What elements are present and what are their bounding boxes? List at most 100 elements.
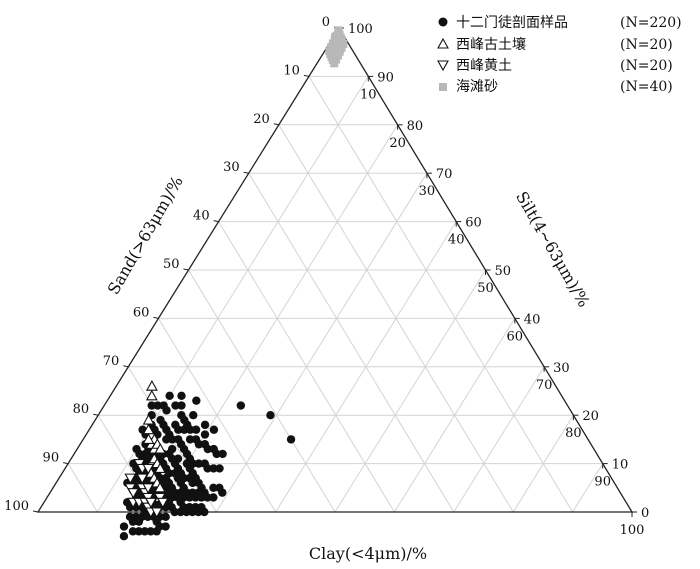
- legend-label: 海滩砂: [456, 79, 498, 95]
- legend-label: 西峰古土壤: [456, 36, 526, 53]
- clay-tick-label: 80: [565, 426, 582, 441]
- data-point: [127, 488, 140, 499]
- legend-label: 十二门徒剖面样品: [456, 15, 568, 31]
- data-point: [142, 433, 155, 444]
- sand-tick-mark: [303, 74, 309, 77]
- data-point: [146, 527, 155, 536]
- data-point: [156, 415, 165, 425]
- data-point: [141, 449, 150, 459]
- data-point: [191, 502, 200, 512]
- grid-line-clay: [512, 414, 574, 513]
- data-point: [161, 512, 170, 522]
- sand-tick-mark: [123, 365, 129, 368]
- clay-tick-label: 20: [389, 136, 406, 151]
- silt-tick-label: 70: [436, 167, 453, 182]
- data-point: [177, 391, 186, 401]
- legend-marker-triangle-down-open: [437, 60, 449, 72]
- data-point: [119, 532, 129, 541]
- data-point: [189, 411, 198, 420]
- data-point: [134, 517, 144, 526]
- sand-tick-label: 60: [133, 305, 150, 320]
- sand-tick-label: 0: [322, 15, 330, 30]
- grid-line-sand: [157, 318, 277, 513]
- grid-line-sand: [188, 269, 336, 513]
- grid-line-sand: [67, 463, 98, 513]
- sand-tick-mark: [183, 268, 189, 271]
- data-point: [153, 401, 162, 410]
- data-point: [162, 406, 171, 415]
- data-point: [334, 26, 343, 35]
- data-point: [142, 413, 155, 425]
- legend-count: (N=40): [620, 79, 673, 95]
- data-point: [124, 473, 137, 485]
- grid-line-clay: [334, 269, 486, 513]
- legend-label: 西峰黄土: [456, 57, 512, 74]
- sand-tick-label: 50: [163, 257, 180, 272]
- data-point: [150, 507, 163, 519]
- legend-item-series-0: 十二门徒剖面样品 (N=220): [438, 15, 682, 31]
- data-point: [134, 527, 144, 536]
- sand-tick-label: 100: [4, 499, 29, 514]
- grid-line-sand: [248, 172, 455, 513]
- grid-line-clay: [215, 172, 428, 513]
- silt-tick-label: 0: [641, 506, 649, 521]
- sand-tick-mark: [153, 316, 159, 319]
- sand-tick-label: 20: [253, 112, 270, 127]
- data-point: [177, 411, 186, 420]
- clay-tick-label: 40: [448, 233, 465, 248]
- data-point: [174, 425, 183, 434]
- data-point: [266, 411, 275, 420]
- silt-tick-label: 20: [582, 409, 599, 424]
- sand-tick-mark: [32, 510, 39, 513]
- silt-tick-label: 40: [524, 312, 541, 327]
- legend: 十二门徒剖面样品 (N=220) 西峰古土壤 (N=20) 西峰黄土 (N=20…: [437, 15, 682, 95]
- data-point: [203, 464, 212, 473]
- clay-tick-label: 90: [594, 475, 611, 490]
- data-point: [161, 522, 170, 531]
- data-point: [140, 527, 149, 536]
- data-point: [203, 493, 212, 502]
- grid-line-clay: [572, 463, 604, 513]
- legend-item-series-1: 西峰古土壤 (N=20): [437, 36, 673, 53]
- data-point: [171, 401, 180, 410]
- data-point: [200, 420, 210, 430]
- series-2: [124, 459, 169, 519]
- data-point: [145, 380, 158, 391]
- data-point: [185, 464, 195, 473]
- data-point: [185, 493, 194, 502]
- silt-tick-label: 80: [407, 119, 424, 134]
- legend-marker-triangle-up-open: [437, 37, 449, 49]
- data-point: [194, 459, 203, 468]
- sand-tick-label: 10: [283, 63, 300, 78]
- data-point: [132, 444, 141, 454]
- clay-tick-label: 70: [536, 378, 553, 393]
- data-point: [128, 517, 138, 526]
- data-point: [156, 497, 169, 509]
- sand-tick-label: 30: [223, 160, 240, 175]
- legend-item-series-2: 西峰黄土 (N=20): [437, 57, 673, 74]
- data-point: [155, 522, 164, 531]
- data-point: [209, 483, 218, 492]
- data-point: [212, 449, 221, 459]
- data-point: [286, 435, 296, 444]
- data-point: [119, 522, 129, 531]
- sand-axis-title: Sand(>63μm)/%: [104, 173, 187, 298]
- data-point: [191, 425, 201, 434]
- silt-tick-label: 50: [495, 264, 512, 279]
- clay-tick-label: 100: [620, 523, 645, 538]
- data-points: [119, 26, 348, 541]
- data-point: [170, 459, 180, 468]
- clay-axis-title: Clay(<4μm)/%: [309, 544, 427, 563]
- sand-tick-mark: [243, 171, 249, 174]
- clay-tick-label: 50: [477, 281, 494, 296]
- data-point: [185, 502, 194, 512]
- data-point: [215, 464, 224, 473]
- sand-tick-label: 80: [73, 402, 90, 417]
- silt-axis-title: Silt(4~63μm)/%: [512, 188, 594, 310]
- data-point: [147, 401, 156, 410]
- data-point: [179, 502, 188, 512]
- data-point: [236, 401, 246, 410]
- data-point: [197, 493, 206, 502]
- data-point: [192, 396, 201, 405]
